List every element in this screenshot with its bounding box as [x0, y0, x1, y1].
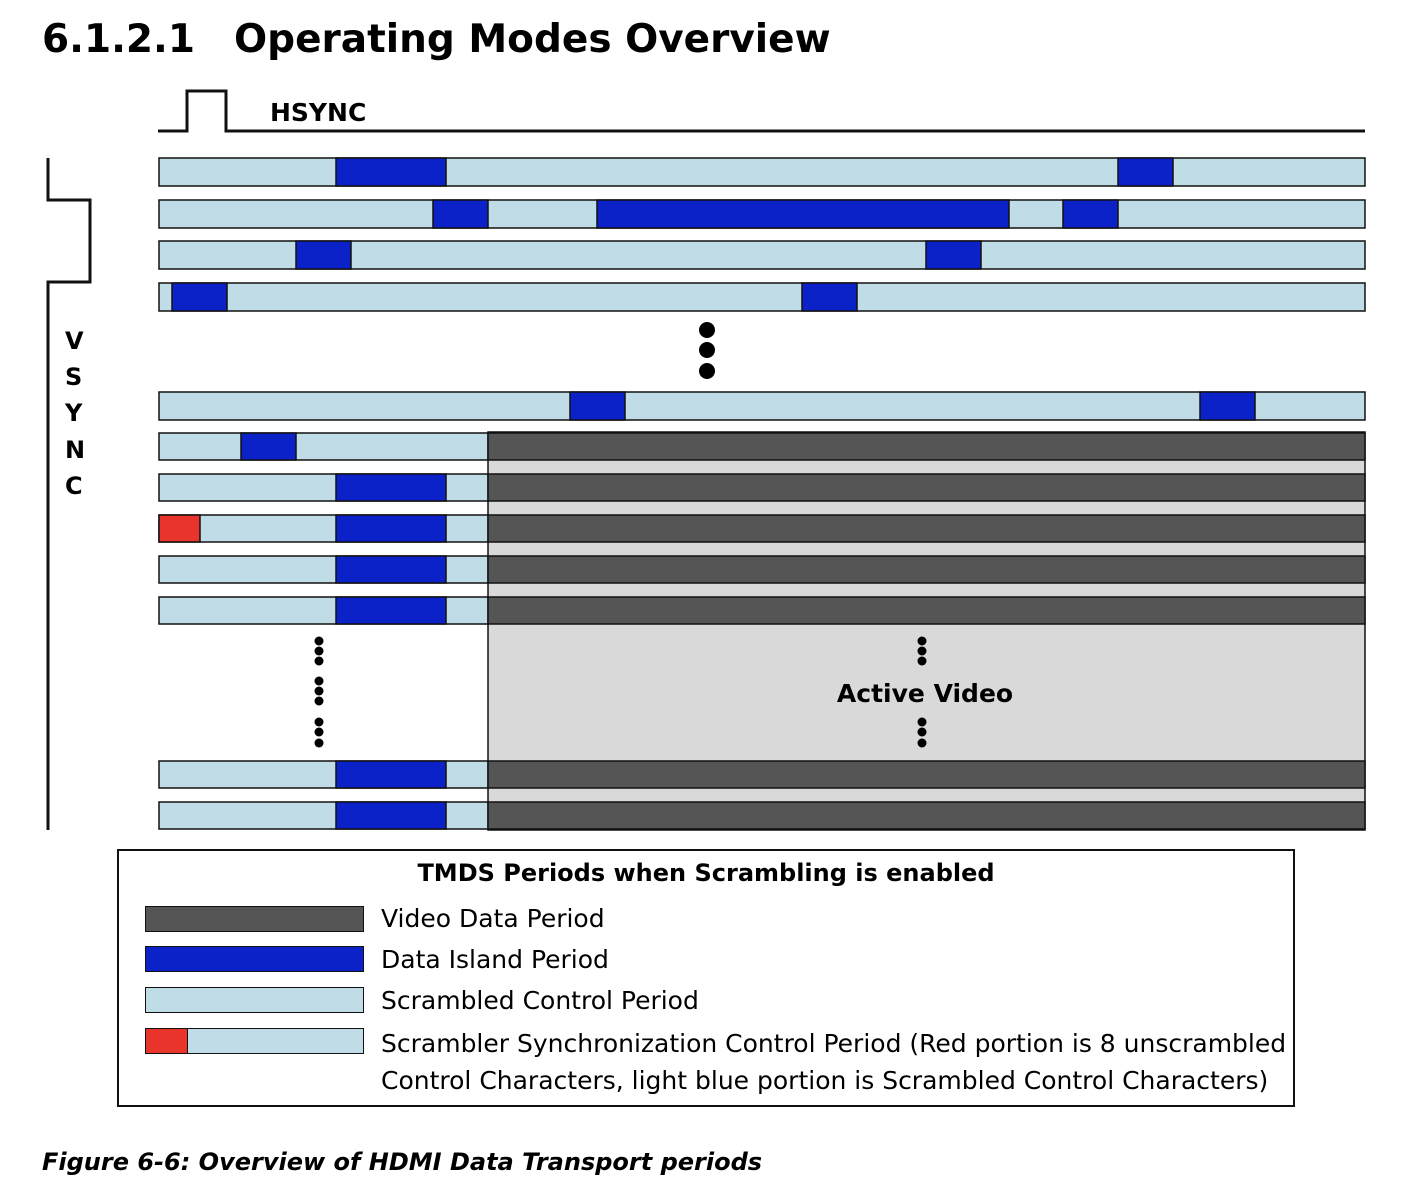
legend-swatch-video-data — [145, 906, 364, 932]
data-island-period — [596, 199, 1010, 229]
legend-swatch-scrambled-control — [145, 987, 364, 1013]
legend-swatch-scrambler-sync — [145, 1028, 364, 1054]
data-island-period — [335, 514, 447, 543]
data-island-period — [240, 432, 297, 461]
video-data-period — [487, 473, 1366, 502]
left-ellipsis — [314, 636, 324, 748]
vsync-letter-y: Y — [64, 399, 83, 427]
data-island-period — [801, 282, 858, 312]
legend-label-data-island: Data Island Period — [381, 945, 609, 974]
legend-swatch-red-portion — [146, 1029, 188, 1053]
blanking-line-2 — [158, 199, 1366, 229]
data-island-period — [925, 240, 982, 270]
blanking-line-1 — [158, 157, 1366, 187]
legend-swatch-data-island — [145, 946, 364, 972]
active-line-1 — [158, 432, 1366, 461]
vertical-ellipsis — [699, 322, 715, 379]
legend-box: TMDS Periods when Scrambling is enabled … — [117, 849, 1295, 1107]
data-island-period — [171, 282, 228, 312]
blanking-line-3 — [158, 240, 1366, 270]
vsync-letter-c: C — [65, 472, 83, 500]
video-data-period — [487, 555, 1366, 584]
blanking-line-5 — [158, 391, 1366, 421]
data-island-period — [1062, 199, 1119, 229]
legend-label-scrambled-control: Scrambled Control Period — [381, 986, 699, 1015]
section-number: 6.1.2.1 — [42, 17, 195, 62]
active-line-5 — [158, 596, 1366, 625]
data-island-period — [1199, 391, 1256, 421]
active-line-7 — [158, 801, 1366, 830]
video-data-period — [487, 514, 1366, 543]
video-data-period — [487, 760, 1366, 789]
legend-label-scrambler-sync-line1: Scrambler Synchronization Control Period… — [381, 1029, 1287, 1058]
data-island-period — [432, 199, 489, 229]
active-line-3-scrambler-sync — [158, 514, 1366, 543]
hsync-waveform — [158, 89, 1365, 133]
data-island-period — [335, 473, 447, 502]
vsync-letter-n: N — [65, 436, 85, 464]
legend-label-video-data: Video Data Period — [381, 904, 605, 933]
data-island-period — [335, 157, 447, 187]
active-line-6 — [158, 760, 1366, 789]
vsync-waveform — [46, 158, 92, 830]
vsync-letter-s: S — [65, 363, 82, 391]
video-data-period — [487, 432, 1366, 461]
section-title: Operating Modes Overview — [234, 17, 831, 62]
video-data-period — [487, 801, 1366, 830]
data-island-period — [295, 240, 352, 270]
active-video-label: Active Video — [837, 679, 1013, 708]
data-island-period — [335, 596, 447, 625]
data-island-period — [335, 555, 447, 584]
data-island-period — [335, 760, 447, 789]
blanking-line-4 — [158, 282, 1366, 312]
figure-caption: Figure 6-6: Overview of HDMI Data Transp… — [42, 1148, 763, 1176]
active-video-ellipsis — [917, 636, 927, 748]
data-island-period — [335, 801, 447, 830]
data-island-period — [569, 391, 626, 421]
legend-label-scrambler-sync-line2: Control Characters, light blue portion i… — [381, 1066, 1269, 1095]
vsync-letter-v: V — [65, 327, 84, 355]
active-line-4 — [158, 555, 1366, 584]
hsync-label: HSYNC — [270, 98, 366, 127]
data-island-period — [1117, 157, 1174, 187]
legend-title: TMDS Periods when Scrambling is enabled — [417, 859, 995, 887]
scrambler-sync-red-portion — [158, 514, 201, 543]
section-heading: 6.1.2.1 Operating Modes Overview — [42, 14, 831, 66]
video-data-period — [487, 596, 1366, 625]
active-line-2 — [158, 473, 1366, 502]
